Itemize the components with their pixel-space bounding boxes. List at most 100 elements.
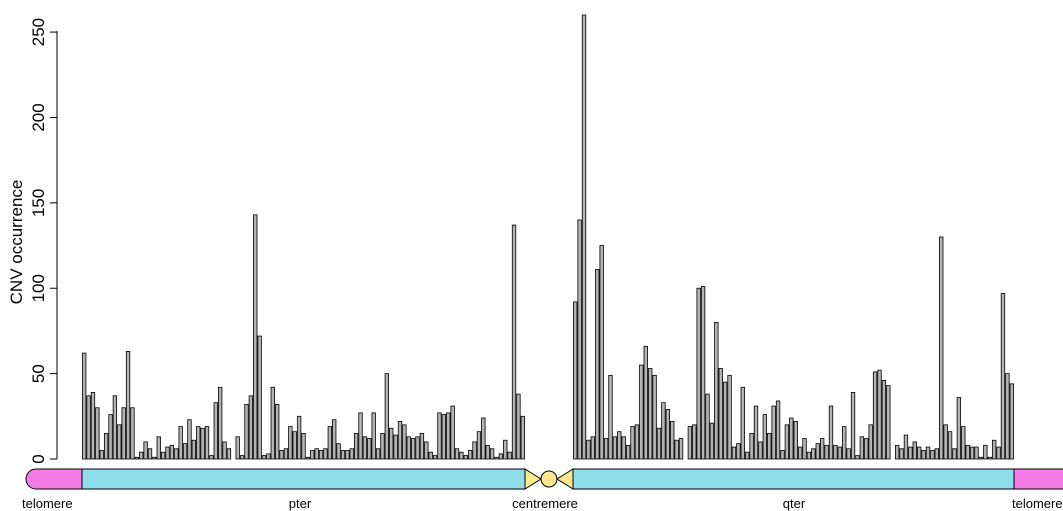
label-telomere-right: telomere — [1012, 496, 1063, 511]
pter-bar — [318, 450, 324, 460]
qter-bar — [828, 405, 834, 460]
bars-pter — [82, 214, 525, 460]
label-telomere-left: telomere — [22, 496, 73, 511]
qter-bar — [820, 438, 825, 460]
y-tick-label: 150 — [29, 189, 48, 217]
qter-bar — [758, 441, 763, 460]
pter-bar — [279, 450, 284, 460]
pter-bar — [437, 412, 442, 460]
pter-bar — [327, 426, 332, 460]
qter-bar — [943, 424, 948, 460]
pter-bar — [200, 427, 205, 460]
qter-bar — [608, 374, 613, 460]
qter-bar — [908, 446, 913, 460]
qter-bar — [753, 405, 759, 460]
qter-bar — [780, 450, 785, 460]
pter-bar — [213, 402, 218, 460]
centromere-right-triangle — [556, 468, 574, 490]
qter-bar — [740, 386, 745, 460]
pter-bar — [239, 455, 245, 460]
qter-bar — [595, 269, 600, 460]
qter-bar — [824, 444, 829, 460]
pter-bar — [310, 450, 315, 460]
qter-bar — [731, 446, 737, 460]
qter-bar — [630, 426, 635, 460]
qter-bar — [634, 424, 640, 460]
qter-bar — [612, 436, 618, 460]
pter-bar — [156, 436, 161, 460]
pter-bar — [244, 403, 249, 460]
qter-bar — [599, 245, 604, 460]
pter-bar — [375, 448, 381, 460]
p-arm-band — [81, 468, 526, 490]
pter-bar — [266, 453, 271, 460]
centromere-left-triangle — [524, 468, 542, 490]
qter-bar — [670, 421, 675, 460]
pter-bar — [182, 443, 188, 460]
pter-bar — [108, 414, 113, 460]
pter-bar — [117, 424, 122, 460]
qter-bar — [714, 321, 719, 460]
qter-bar — [709, 422, 715, 460]
pter-bar — [187, 419, 192, 460]
pter-bar — [384, 373, 389, 460]
qter-bar — [617, 431, 622, 460]
pter-bar — [362, 436, 368, 460]
pter-bar — [463, 455, 468, 460]
telomere-right-band — [1013, 468, 1063, 490]
qter-bar — [745, 451, 750, 460]
y-tick-label: 250 — [29, 18, 48, 46]
pter-bar — [147, 448, 153, 460]
qter-bar — [886, 385, 891, 460]
pter-bar — [402, 424, 407, 460]
qter-bar — [833, 444, 838, 460]
bars-qter — [573, 14, 1014, 460]
pter-bar — [489, 448, 495, 460]
y-tick-label: 0 — [29, 454, 48, 463]
pter-bar — [130, 407, 135, 460]
pter-bar — [389, 427, 394, 460]
qter-bar — [903, 434, 909, 460]
qter-bar — [912, 441, 917, 460]
pter-bar — [296, 415, 302, 460]
qter-bar — [855, 455, 860, 460]
pter-bar — [305, 456, 311, 460]
pter-bar — [191, 439, 196, 460]
qter-bar — [648, 368, 653, 460]
pter-bar — [511, 224, 517, 460]
pter-bar — [454, 448, 460, 460]
qter-bar — [718, 368, 723, 460]
qter-bar — [930, 450, 935, 460]
qter-bar — [872, 371, 878, 460]
qter-bar — [802, 438, 807, 460]
y-axis-ticks: 0 50 100 150 200 250 — [29, 18, 57, 464]
pter-bar — [428, 451, 433, 460]
qter-bar — [939, 236, 944, 460]
qter-bar — [991, 439, 997, 460]
qter-bar — [859, 436, 865, 460]
qter-bar — [956, 397, 962, 460]
chromosome-ideogram — [25, 468, 1063, 490]
qter-bar — [1000, 292, 1006, 460]
pter-bar — [174, 448, 179, 460]
pter-bar — [345, 450, 350, 460]
y-axis-title: CNV occurrence — [7, 180, 26, 305]
qter-bar — [652, 374, 657, 460]
qter-bar — [899, 448, 904, 460]
qter-bar — [806, 451, 812, 460]
qter-bar — [625, 444, 631, 460]
pter-bar — [367, 438, 372, 460]
pter-bar — [283, 448, 289, 460]
pter-bar — [165, 446, 170, 460]
pter-bar — [209, 455, 214, 460]
qter-bar — [837, 446, 842, 460]
qter-bar — [687, 426, 693, 460]
qter-bar — [722, 381, 728, 460]
qter-bar — [581, 14, 587, 460]
qter-bar — [749, 432, 754, 460]
qter-bar — [921, 450, 926, 460]
pter-bar — [520, 415, 525, 460]
pter-bar — [380, 432, 385, 460]
qter-bar — [603, 438, 609, 460]
pter-bar — [125, 351, 131, 460]
